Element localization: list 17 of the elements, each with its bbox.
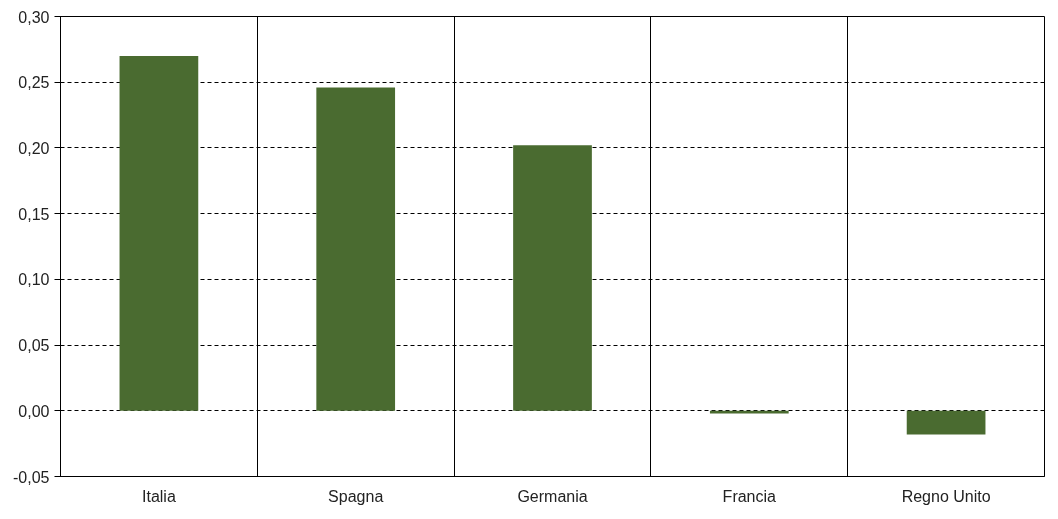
x-tick-label: Francia (722, 487, 777, 505)
y-tick-label: 0,25 (18, 74, 50, 92)
x-tick-label: Spagna (328, 487, 384, 505)
bar (316, 87, 396, 411)
bar (513, 145, 592, 411)
x-tick-label: Germania (517, 487, 588, 505)
y-tick-label: 0,30 (18, 8, 50, 26)
y-tick-label: -0,05 (13, 468, 50, 486)
x-tick-label: Italia (142, 487, 176, 505)
bar (906, 410, 986, 435)
x-tick-label: Regno Unito (901, 487, 991, 505)
y-tick-label: 0,10 (18, 271, 50, 289)
y-tick-label: 0,05 (18, 337, 50, 355)
y-tick-label: 0,15 (18, 205, 50, 223)
y-tick-label: 0,00 (18, 402, 50, 420)
bar (119, 55, 199, 411)
y-tick-label: 0,20 (18, 139, 50, 157)
